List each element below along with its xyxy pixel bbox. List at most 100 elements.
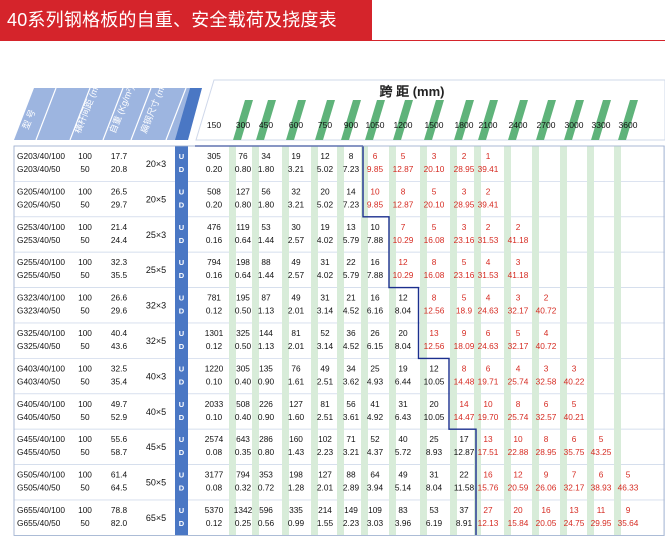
- safe-load-value: 508: [207, 186, 221, 196]
- safe-load-value: 14: [459, 399, 469, 409]
- safe-load-value: 22: [346, 257, 356, 267]
- deflection-value: 15.76: [478, 483, 499, 493]
- deflection-value: 0.80: [258, 447, 275, 457]
- safe-load-value: 10: [370, 186, 380, 196]
- deflection-value: 2.01: [288, 306, 305, 316]
- green-header-tab: [341, 100, 361, 140]
- header-divider: [165, 87, 187, 141]
- deflection-value: 4.92: [367, 412, 384, 422]
- model-name: G655/40/100: [17, 505, 65, 515]
- deflection-value: 28.95: [454, 199, 475, 209]
- bar-spacing: 50: [80, 376, 90, 386]
- safe-load-value: 5: [462, 257, 467, 267]
- model-name: G325/40/50: [17, 341, 61, 351]
- deflection-value: 1.28: [288, 483, 305, 493]
- green-column-band: [282, 146, 289, 536]
- deflection-value: 2.51: [317, 412, 334, 422]
- safe-load-value: 6: [486, 328, 491, 338]
- deflection-value: 26.06: [536, 483, 557, 493]
- safe-load-value: 305: [207, 151, 221, 161]
- self-weight: 52.9: [111, 412, 128, 422]
- model-name: G405/40/50: [17, 412, 61, 422]
- model-name: G205/40/100: [17, 186, 65, 196]
- self-weight: 24.4: [111, 235, 128, 245]
- safe-load-value: 5: [626, 470, 631, 480]
- d-label: D: [179, 307, 185, 316]
- deflection-value: 14.48: [454, 376, 475, 386]
- safe-load-value: 16: [370, 257, 380, 267]
- safe-load-value: 3: [516, 257, 521, 267]
- deflection-value: 28.95: [536, 447, 557, 457]
- flat-bar-size: 20×3: [146, 159, 166, 169]
- safe-load-value: 32: [291, 186, 301, 196]
- model-name: G505/40/100: [17, 470, 65, 480]
- deflection-value: 8.93: [426, 447, 443, 457]
- deflection-value: 40.72: [536, 341, 557, 351]
- model-name: G403/40/50: [17, 376, 61, 386]
- deflection-value: 7.88: [367, 270, 384, 280]
- flat-bar-size: 40×5: [146, 407, 166, 417]
- deflection-value: 2.23: [343, 518, 360, 528]
- deflection-value: 8.04: [395, 341, 412, 351]
- safe-load-value: 13: [429, 328, 439, 338]
- safe-load-value: 12: [320, 151, 330, 161]
- deflection-value: 0.16: [206, 270, 223, 280]
- bar-spacing: 100: [78, 399, 92, 409]
- safe-load-value: 353: [259, 470, 273, 480]
- green-column-band: [337, 146, 344, 536]
- safe-load-value: 5: [432, 222, 437, 232]
- safe-load-value: 11: [597, 505, 606, 515]
- bar-spacing: 100: [78, 434, 92, 444]
- self-weight: 58.7: [111, 447, 128, 457]
- deflection-value: 0.90: [258, 376, 275, 386]
- span-label-1050: 1050: [366, 120, 385, 130]
- model-name: G655/40/50: [17, 518, 61, 528]
- deflection-value: 23.16: [454, 270, 475, 280]
- safe-load-value: 31: [320, 257, 330, 267]
- deflection-value: 24.75: [564, 518, 585, 528]
- deflection-value: 10.05: [424, 412, 445, 422]
- safe-load-value: 37: [459, 505, 469, 515]
- safe-load-value: 88: [346, 470, 356, 480]
- deflection-value: 0.40: [235, 412, 252, 422]
- deflection-value: 1.80: [258, 164, 275, 174]
- model-name: G455/40/50: [17, 447, 61, 457]
- deflection-value: 2.89: [343, 483, 360, 493]
- safe-load-value: 34: [346, 363, 356, 373]
- flat-bar-size: 20×5: [146, 194, 166, 204]
- model-name: G253/40/50: [17, 235, 61, 245]
- safe-load-value: 8: [349, 151, 354, 161]
- green-column-band: [474, 146, 481, 536]
- deflection-value: 35.64: [618, 518, 639, 528]
- deflection-value: 3.61: [343, 412, 360, 422]
- deflection-value: 12.56: [424, 341, 445, 351]
- model-name: G205/40/50: [17, 199, 61, 209]
- span-label-2700: 2700: [537, 120, 556, 130]
- safe-load-value: 1: [486, 151, 491, 161]
- deflection-value: 12.13: [478, 518, 499, 528]
- ud-stripe: [175, 146, 188, 536]
- safe-load-value: 2574: [205, 434, 224, 444]
- safe-load-value: 305: [236, 363, 250, 373]
- self-weight: 26.6: [111, 293, 128, 303]
- safe-load-value: 6: [486, 363, 491, 373]
- flat-bar-size: 50×5: [146, 478, 166, 488]
- safe-load-value: 5: [599, 434, 604, 444]
- self-weight: 55.6: [111, 434, 128, 444]
- deflection-value: 8.04: [395, 306, 412, 316]
- safe-load-value: 596: [259, 505, 273, 515]
- safe-load-value: 25: [370, 363, 380, 373]
- safe-load-value: 6: [572, 434, 577, 444]
- d-label: D: [179, 413, 185, 422]
- deflection-value: 20.05: [536, 518, 557, 528]
- header-divider: [130, 87, 152, 141]
- deflection-value: 0.50: [235, 306, 252, 316]
- deflection-value: 3.21: [288, 164, 305, 174]
- deflection-value: 0.64: [235, 235, 252, 245]
- safe-load-value: 31: [398, 399, 408, 409]
- safe-load-value: 5370: [205, 505, 224, 515]
- deflection-value: 6.16: [367, 306, 384, 316]
- deflection-value: 0.80: [235, 164, 252, 174]
- safe-load-value: 16: [483, 470, 493, 480]
- self-weight: 61.4: [111, 470, 128, 480]
